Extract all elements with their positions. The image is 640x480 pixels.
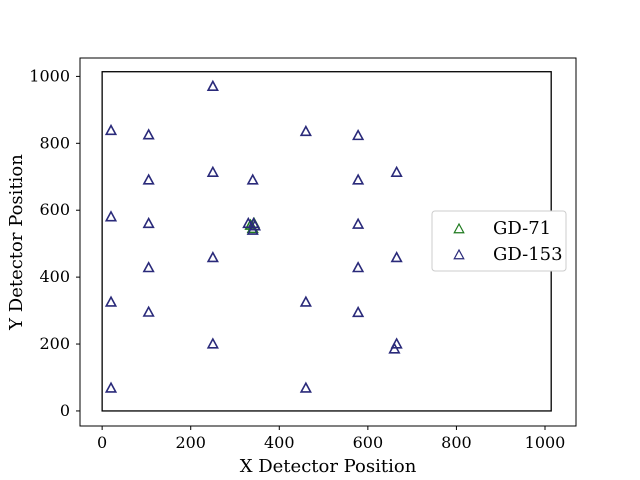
y-tick-label: 200: [39, 334, 70, 353]
y-tick-label: 0: [60, 401, 70, 420]
data-point-gd-153: [352, 217, 365, 229]
data-point-gd-153: [104, 123, 118, 136]
legend-label: GD-153: [493, 244, 563, 265]
x-tick-label: 0: [97, 433, 107, 452]
data-point-gd-153: [206, 337, 219, 349]
legend-marker: [453, 248, 465, 260]
data-point-gd-153: [352, 261, 365, 273]
x-tick-label: 200: [175, 433, 206, 452]
data-points: [104, 79, 403, 393]
y-tick-label: 600: [39, 200, 70, 219]
y-axis-title: Y Detector Position: [6, 154, 27, 331]
x-tick-label: 800: [441, 433, 472, 452]
data-point-gd-153: [299, 381, 312, 393]
data-point-gd-153: [352, 173, 365, 185]
data-point-gd-153: [299, 295, 312, 307]
data-point-gd-153: [246, 173, 259, 185]
data-point-gd-153: [206, 165, 219, 177]
data-point-gd-153: [142, 216, 155, 229]
data-point-gd-153: [104, 210, 118, 222]
data-point-gd-153: [390, 251, 403, 263]
legend: GD-71 GD-153: [431, 210, 567, 272]
y-tick-label: 1000: [29, 66, 70, 85]
data-point-gd-153: [206, 251, 219, 263]
data-point-gd-153: [206, 79, 219, 91]
y-tick-label: 400: [39, 267, 70, 286]
data-point-gd-153: [142, 305, 155, 317]
x-axis-ticks: 0 200 400 600 800 1000: [97, 426, 565, 452]
legend-box: [431, 210, 567, 272]
data-point-gd-153: [104, 381, 118, 393]
data-point-gd-153: [299, 124, 312, 137]
data-point-gd-153: [390, 165, 403, 177]
x-axis-title: X Detector Position: [240, 456, 417, 477]
y-axis-ticks: 0 200 400 600 800 1000: [29, 66, 80, 420]
data-point-gd-153: [246, 223, 259, 235]
x-tick-label: 600: [353, 433, 384, 452]
data-point-gd-153: [142, 173, 155, 185]
data-point-gd-153: [352, 128, 365, 141]
legend-marker: [453, 222, 465, 234]
legend-label: GD-71: [493, 218, 551, 239]
y-tick-label: 800: [39, 133, 70, 152]
data-point-gd-153: [142, 261, 155, 273]
x-tick-label: 1000: [525, 433, 566, 452]
data-point-gd-153: [352, 305, 365, 318]
data-point-gd-153: [388, 342, 401, 354]
data-point-gd-153: [142, 128, 155, 140]
data-point-gd-153: [104, 295, 118, 307]
x-tick-label: 400: [264, 433, 295, 452]
